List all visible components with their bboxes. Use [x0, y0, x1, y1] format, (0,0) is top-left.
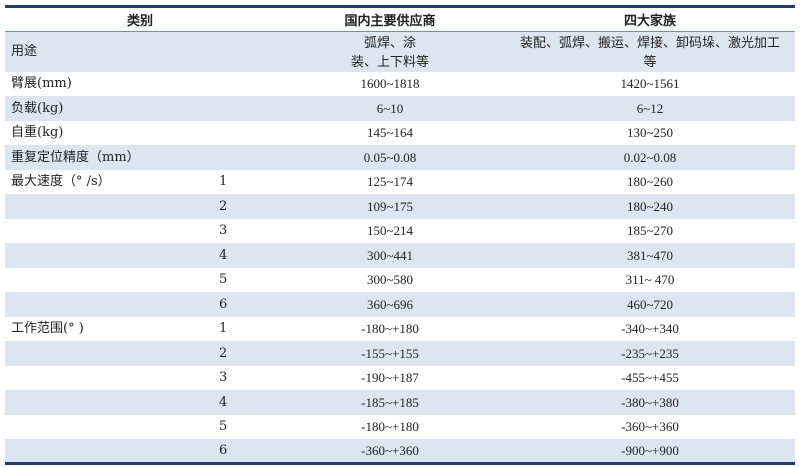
- cell-big-four: -380~+380: [621, 394, 679, 410]
- row-axis: [205, 145, 275, 170]
- table-row: 6 360~696 460~720: [5, 292, 796, 317]
- cell-big-four: 185~270: [626, 223, 674, 239]
- table-row: 最大速度（° /s） 1 125~174 180~260: [5, 170, 795, 195]
- table-row: 负载(kg) 6~10 6~12: [5, 96, 796, 121]
- row-label: [5, 194, 205, 219]
- row-axis: 4: [219, 394, 228, 410]
- cell-big-four: 0.02~0.08: [623, 149, 677, 165]
- cell-domestic: 300~580: [366, 272, 414, 288]
- cell-domestic: -190~+187: [361, 370, 419, 386]
- cell-domestic: 300~441: [366, 247, 414, 263]
- cell-domestic: -155~+155: [361, 345, 419, 361]
- cell-big-four: 460~720: [626, 296, 674, 312]
- header-big-four: 四大家族: [505, 5, 796, 32]
- row-label: 用途: [11, 44, 38, 60]
- row-axis: 6: [219, 296, 228, 312]
- row-axis: 5: [219, 272, 228, 288]
- row-label: [5, 341, 205, 366]
- row-label: [5, 366, 205, 391]
- row-axis: 2: [219, 198, 228, 214]
- row-label: [5, 268, 205, 293]
- cell-domestic: 145~164: [366, 125, 414, 141]
- cell-big-four: 装配、弧焊、搬运、焊接、卸码垛、激光加工等: [520, 34, 781, 69]
- table-row: 6 -360~+360 -900~+900: [5, 439, 796, 465]
- row-axis: 6: [205, 439, 276, 465]
- row-axis: 5: [219, 419, 228, 435]
- row-axis: [205, 32, 275, 72]
- cell-big-four: -360~+360: [621, 419, 679, 435]
- row-label: 重复定位精度（mm）: [11, 149, 140, 165]
- table-row: 3 -190~+187 -455~+455: [5, 366, 795, 391]
- row-axis: [205, 72, 275, 97]
- row-axis: [205, 121, 275, 146]
- row-label: [5, 390, 205, 415]
- row-axis: 3: [219, 223, 228, 239]
- cell-big-four: 180~240: [626, 198, 674, 214]
- cell-domestic: -185~+185: [361, 394, 419, 410]
- table-row: 4 300~441 381~470: [5, 243, 796, 268]
- header-row: 类别 国内主要供应商 四大家族: [5, 5, 796, 32]
- table-row: 2 109~175 180~240: [5, 194, 796, 219]
- cell-domestic: -360~+360: [275, 439, 506, 465]
- table-row: 5 -180~+180 -360~+360: [5, 415, 795, 440]
- cell-big-four: 381~470: [626, 247, 674, 263]
- cell-domestic: 125~174: [366, 174, 414, 190]
- row-axis: 1: [219, 321, 228, 337]
- table-row: 自重(kg) 145~164 130~250: [5, 121, 795, 146]
- row-label: 负载(kg): [11, 100, 64, 116]
- row-axis: 3: [219, 370, 228, 386]
- table-row: 用途 弧焊、涂 装、上下料等 装配、弧焊、搬运、焊接、卸码垛、激光加工等: [5, 31, 796, 72]
- cell-big-four: -455~+455: [621, 370, 679, 386]
- row-axis: 4: [219, 247, 228, 263]
- cell-big-four: -340~+340: [621, 321, 679, 337]
- table-row: 3 150~214 185~270: [5, 219, 795, 244]
- cell-domestic: 360~696: [366, 296, 414, 312]
- row-label: [5, 219, 205, 244]
- row-label: 工作范围(° ): [11, 321, 84, 337]
- row-label: [5, 415, 205, 440]
- cell-domestic: 150~214: [366, 223, 414, 239]
- cell-big-four: 180~260: [626, 174, 674, 190]
- cell-big-four: 130~250: [626, 125, 674, 141]
- row-label: [5, 439, 205, 465]
- table-row: 4 -185~+185 -380~+380: [5, 390, 796, 415]
- cell-domestic: 1600~1818: [360, 76, 420, 92]
- cell-domestic: 109~175: [366, 198, 414, 214]
- cell-domestic: 弧焊、涂 装、上下料等: [351, 34, 430, 69]
- cell-big-four: -900~+900: [505, 439, 796, 465]
- header-category: 类别: [5, 5, 276, 32]
- cell-big-four: 311~ 470: [625, 272, 675, 288]
- row-label: [5, 243, 205, 268]
- comparison-table: 类别 国内主要供应商 四大家族 用途 弧焊、涂 装、上下料等 装配、弧焊、搬运、焊接…: [5, 5, 796, 465]
- cell-domestic: -180~+180: [361, 321, 419, 337]
- table-row: 5 300~580 311~ 470: [5, 268, 795, 293]
- table-row: 2 -155~+155 -235~+235: [5, 341, 796, 366]
- row-label: [5, 292, 205, 317]
- cell-big-four: -235~+235: [621, 345, 679, 361]
- row-axis: 2: [219, 345, 228, 361]
- cell-domestic: 0.05~0.08: [363, 149, 417, 165]
- header-domestic: 国内主要供应商: [275, 5, 506, 32]
- cell-domestic: -180~+180: [361, 419, 419, 435]
- row-axis: [205, 96, 275, 121]
- row-axis: 1: [219, 174, 228, 190]
- table-row: 臂展(mm) 1600~1818 1420~1561: [5, 72, 795, 97]
- cell-big-four: 1420~1561: [620, 76, 680, 92]
- row-label: 臂展(mm): [11, 76, 72, 92]
- row-label: 最大速度（° /s）: [11, 174, 111, 190]
- row-label: 自重(kg): [11, 125, 64, 141]
- cell-big-four: 6~12: [636, 100, 664, 116]
- cell-domestic: 6~10: [376, 100, 404, 116]
- table-row: 工作范围(° ) 1 -180~+180 -340~+340: [5, 317, 795, 342]
- table-row: 重复定位精度（mm） 0.05~0.08 0.02~0.08: [5, 145, 796, 170]
